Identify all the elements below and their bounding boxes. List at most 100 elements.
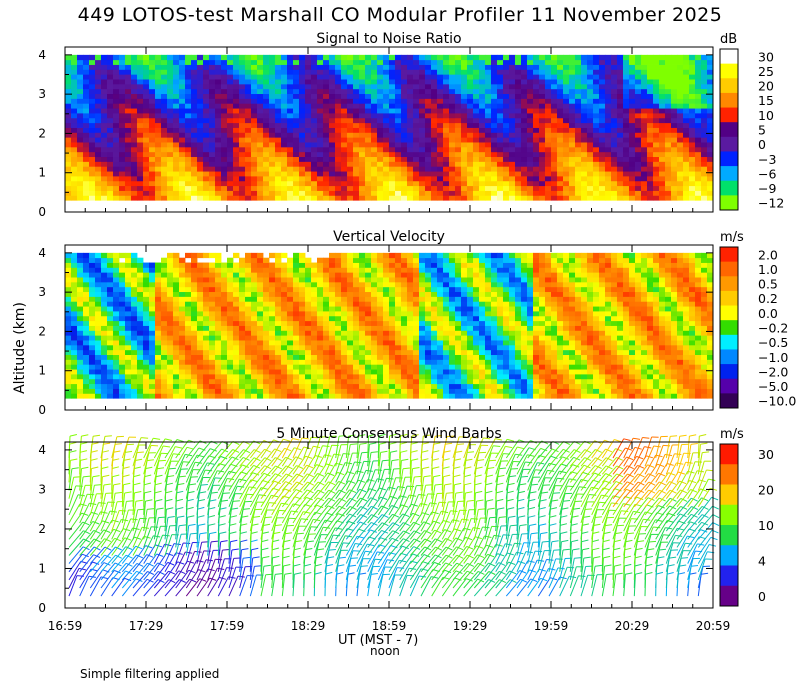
heatmap-cell — [563, 74, 570, 80]
heatmap-cell — [287, 320, 294, 326]
heatmap-cell — [389, 117, 396, 124]
heatmap-cell — [89, 132, 96, 138]
heatmap-cell — [539, 64, 546, 70]
heatmap-cell — [437, 161, 444, 167]
heatmap-cell — [251, 286, 258, 293]
heatmap-cell — [353, 320, 360, 326]
heatmap-cell — [371, 117, 378, 124]
heatmap-cell — [437, 156, 444, 162]
heatmap-cell — [227, 64, 234, 70]
heatmap-cell — [527, 117, 534, 124]
heatmap-cell — [179, 320, 186, 326]
heatmap-cell — [395, 364, 402, 370]
heatmap-cell — [605, 195, 612, 201]
heatmap-cell — [611, 137, 618, 143]
heatmap-cell — [89, 93, 96, 99]
heatmap-cell — [311, 262, 318, 268]
heatmap-cell — [593, 137, 600, 143]
heatmap-cell — [287, 315, 294, 322]
heatmap-cell — [359, 195, 366, 201]
heatmap-cell — [119, 296, 126, 302]
heatmap-cell — [101, 388, 108, 394]
heatmap-cell — [221, 388, 228, 394]
heatmap-cell — [413, 103, 420, 109]
heatmap-cell — [209, 383, 216, 389]
heatmap-cell — [461, 98, 468, 104]
heatmap-cell — [239, 166, 246, 172]
heatmap-cell — [173, 325, 180, 331]
heatmap-cell — [485, 74, 492, 80]
heatmap-cell — [191, 59, 198, 65]
heatmap-cell — [329, 320, 336, 326]
heatmap-cell — [167, 320, 174, 326]
heatmap-cell — [89, 354, 96, 360]
heatmap-cell — [317, 257, 324, 263]
heatmap-cell — [287, 369, 294, 375]
heatmap-cell — [221, 69, 228, 75]
heatmap-cell — [221, 127, 228, 133]
heatmap-cell — [263, 74, 270, 80]
heatmap-cell — [143, 325, 150, 331]
heatmap-cell — [83, 286, 90, 293]
heatmap-cell — [251, 344, 258, 351]
heatmap-cell — [365, 262, 372, 268]
heatmap-cell — [293, 335, 300, 341]
heatmap-cell — [383, 122, 390, 128]
heatmap-cell — [257, 378, 264, 385]
heatmap-cell — [167, 54, 174, 61]
heatmap-cell — [323, 122, 330, 128]
heatmap-cell — [209, 354, 216, 360]
heatmap-cell — [191, 117, 198, 124]
heatmap-cell — [77, 185, 84, 191]
heatmap-cell — [125, 315, 132, 322]
heatmap-cell — [329, 98, 336, 104]
heatmap-cell — [281, 117, 288, 124]
heatmap-cell — [407, 83, 414, 90]
heatmap-cell — [599, 54, 606, 61]
heatmap-cell — [569, 156, 576, 162]
heatmap-cell — [689, 175, 696, 182]
heatmap-cell — [401, 83, 408, 90]
heatmap-cell — [449, 113, 456, 119]
heatmap-cell — [155, 103, 162, 109]
heatmap-cell — [191, 180, 198, 187]
heatmap-cell — [551, 146, 558, 153]
heatmap-cell — [635, 98, 642, 104]
heatmap-cell — [89, 117, 96, 124]
y-tick-label: 2 — [38, 126, 46, 140]
heatmap-cell — [143, 277, 150, 283]
heatmap-cell — [479, 117, 486, 124]
heatmap-cell — [389, 267, 396, 273]
heatmap-cell — [221, 369, 228, 375]
heatmap-cell — [665, 93, 672, 99]
heatmap-cell — [371, 156, 378, 162]
heatmap-cell — [563, 161, 570, 167]
heatmap-cell — [155, 171, 162, 177]
heatmap-cell — [431, 113, 438, 119]
heatmap-cell — [131, 344, 138, 351]
heatmap-cell — [365, 69, 372, 75]
heatmap-cell — [347, 108, 354, 114]
heatmap-cell — [341, 306, 348, 312]
heatmap-cell — [173, 364, 180, 370]
heatmap-cell — [653, 83, 660, 90]
heatmap-cell — [395, 267, 402, 273]
heatmap-cell — [221, 54, 228, 61]
heatmap-cell — [335, 311, 342, 317]
heatmap-cell — [701, 161, 708, 167]
heatmap-cell — [341, 190, 348, 196]
heatmap-cell — [101, 185, 108, 191]
heatmap-cell — [149, 354, 156, 360]
heatmap-cell — [539, 103, 546, 109]
heatmap-cell — [389, 98, 396, 104]
heatmap-cell — [221, 122, 228, 128]
heatmap-cell — [599, 146, 606, 153]
heatmap-cell — [113, 373, 120, 380]
heatmap-cell — [299, 127, 306, 133]
heatmap-cell — [275, 267, 282, 273]
heatmap-cell — [95, 325, 102, 331]
heatmap-cell — [461, 161, 468, 167]
heatmap-cell — [293, 257, 300, 263]
heatmap-cell — [119, 88, 126, 95]
heatmap-cell — [527, 151, 534, 158]
